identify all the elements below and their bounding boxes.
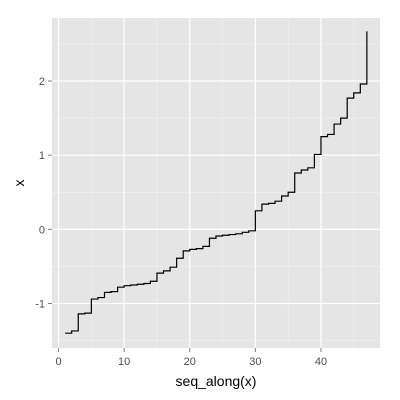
x-axis-title: seq_along(x) bbox=[176, 373, 257, 389]
y-tick-label: 1 bbox=[39, 150, 45, 162]
series-line-0 bbox=[65, 31, 368, 334]
major-gridlines bbox=[52, 18, 380, 348]
x-tick-label: 30 bbox=[249, 356, 261, 368]
x-tick-label: 0 bbox=[55, 356, 61, 368]
x-tick-label: 20 bbox=[184, 356, 196, 368]
x-tick-label: 10 bbox=[118, 356, 130, 368]
y-tick-label: -1 bbox=[35, 299, 45, 311]
series-layer bbox=[65, 31, 368, 334]
y-tick-label: 0 bbox=[39, 224, 45, 236]
y-axis-title: x bbox=[11, 180, 27, 187]
y-tick-label: 2 bbox=[39, 76, 45, 88]
x-axis: 0 10 20 30 40 bbox=[55, 348, 327, 368]
x-tick-label: 40 bbox=[315, 356, 327, 368]
plot-panel bbox=[52, 18, 380, 348]
minor-gridlines bbox=[52, 18, 380, 348]
y-axis: -1 0 1 2 bbox=[35, 76, 52, 311]
